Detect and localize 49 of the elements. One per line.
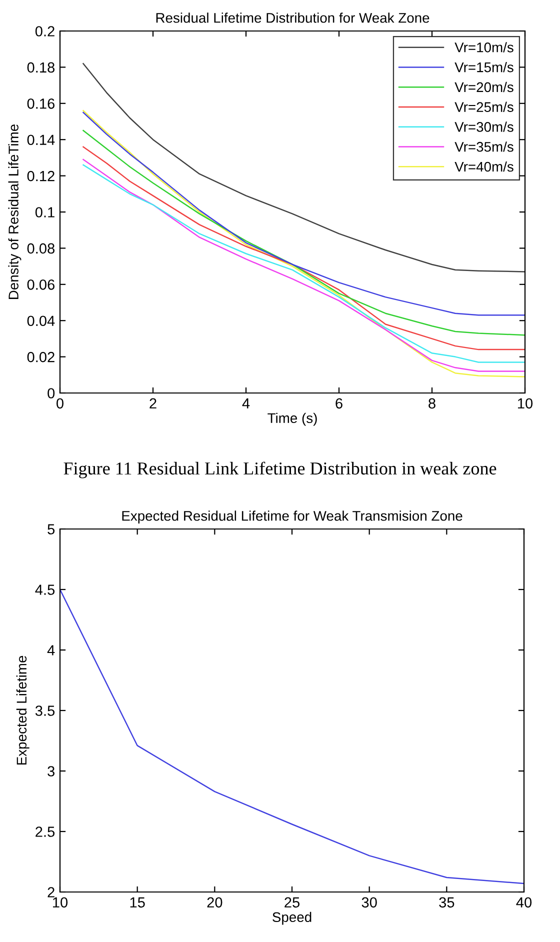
legend-label: Vr=15m/s [454,62,514,72]
y-tick-label: 0.18 [27,62,55,73]
legend-label: Vr=30m/s [454,122,514,132]
y-tick-label: 3.5 [35,706,55,716]
y-tick-label: 0.16 [27,98,54,109]
y-tick-label: 0.04 [27,316,55,326]
legend-label: Vr=10m/s [454,42,514,52]
y-tick-label: 5 [48,524,55,534]
x-tick-label: 0 [56,398,64,409]
x-tick-label: 10 [518,398,533,409]
x-tick-label: 15 [130,897,145,908]
y-tick-label: 0.08 [27,243,55,254]
x-tick-label: 8 [428,398,436,409]
line-series [82,62,525,272]
x-tick-label: 20 [207,897,222,908]
x-tick-label: 2 [150,398,156,408]
caption: Figure 11 Residual Link Lifetime Distribution in weak zone [64,462,496,478]
y-tick-label: 4.5 [35,584,55,595]
x-tick-label: 10 [53,897,68,908]
x-tick-label: 6 [336,398,342,409]
y-axis-title: Density of Residual LifeTime [8,124,22,299]
legend-label: Vr=25m/s [454,102,514,112]
y-tick-label: 0 [48,388,55,398]
x-axis-title: Speed [272,912,312,925]
y-tick-label: 0.1 [35,207,54,218]
x-axis-title: Time (s) [268,412,317,426]
y-tick-label: 0.12 [27,170,54,182]
y-tick-label: 4 [47,645,55,656]
y-axis-title: Expected Lifetime [16,656,30,765]
line-series [60,588,524,884]
y-tick-label: 0.14 [27,134,55,146]
y-tick-label: 0.06 [27,280,54,290]
y-tick-label: 2 [48,887,54,898]
y-tick-label: 3 [48,766,54,776]
y-tick-label: 0.02 [27,352,54,362]
legend-label: Vr=40m/s [454,161,514,172]
x-tick-label: 30 [362,897,377,908]
legend-label: Vr=35m/s [454,142,514,152]
y-tick-label: 0.2 [35,26,54,36]
line-series [82,112,525,316]
x-tick-label: 25 [284,897,300,908]
x-tick-label: 40 [516,897,532,908]
x-tick-label: 4 [242,398,250,408]
line-series [82,110,525,378]
legend-label: Vr=20m/s [454,82,514,92]
chart-title: Residual Lifetime Distribution for Weak Zone [156,12,430,23]
chart-title: Expected Residual Lifetime for Weak Transmision Zone [122,510,462,524]
y-tick-label: 2.5 [36,826,55,837]
x-tick-label: 35 [439,897,454,908]
